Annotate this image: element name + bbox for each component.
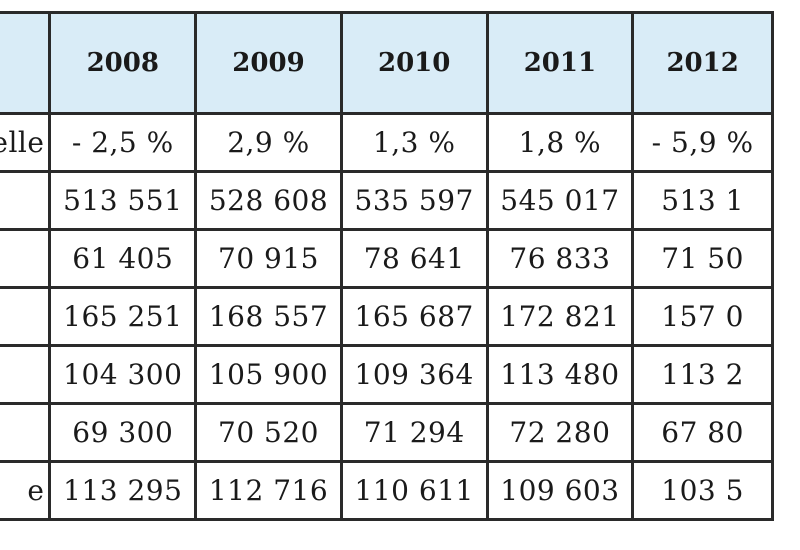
table-cell: 71 294 — [339, 402, 489, 463]
table-cell: 109 364 — [339, 344, 489, 405]
table-row: e 113 295 112 716 110 611 109 603 103 5 — [0, 460, 774, 521]
table-row: 165 251 168 557 165 687 172 821 157 0 — [0, 286, 774, 347]
row-label: e — [0, 460, 52, 521]
table-cell: 545 017 — [485, 170, 635, 231]
table-row: 69 300 70 520 71 294 72 280 67 80 — [0, 402, 774, 463]
table-cell: 513 551 — [48, 170, 198, 231]
table-cell: 61 405 — [48, 228, 198, 289]
table-cell: 67 80 — [631, 402, 774, 463]
table-cell: 70 520 — [194, 402, 343, 463]
table-cell: 70 915 — [194, 228, 343, 289]
table-cell: 105 900 — [194, 344, 343, 405]
table-cell: 103 5 — [631, 460, 774, 521]
table-cell: 112 716 — [194, 460, 343, 521]
table-cell: 72 280 — [485, 402, 635, 463]
table-cell: 165 251 — [48, 286, 198, 347]
table-cell: - 5,9 % — [631, 112, 774, 173]
header-row: 2008 2009 2010 2011 2012 — [0, 11, 774, 115]
year-header-2008: 2008 — [48, 11, 198, 115]
table-cell: 110 611 — [339, 460, 489, 521]
row-label — [0, 402, 52, 463]
header-corner — [0, 11, 52, 115]
table-cell: 168 557 — [194, 286, 343, 347]
table-cell: 113 480 — [485, 344, 635, 405]
table-row: 104 300 105 900 109 364 113 480 113 2 — [0, 344, 774, 405]
table-cell: 172 821 — [485, 286, 635, 347]
year-header-2010: 2010 — [339, 11, 489, 115]
table-cell: 109 603 — [485, 460, 635, 521]
data-table: 2008 2009 2010 2011 2012 elle - 2,5 % 2,… — [0, 11, 774, 521]
table-cell: 513 1 — [631, 170, 774, 231]
table-row: 61 405 70 915 78 641 76 833 71 50 — [0, 228, 774, 289]
row-label: elle — [0, 112, 52, 173]
table-cell: 113 295 — [48, 460, 198, 521]
table-cell: 113 2 — [631, 344, 774, 405]
table-row: 513 551 528 608 535 597 545 017 513 1 — [0, 170, 774, 231]
row-label — [0, 228, 52, 289]
row-label — [0, 170, 52, 231]
table-cell: 535 597 — [339, 170, 489, 231]
table-cell: 157 0 — [631, 286, 774, 347]
table-cell: 2,9 % — [194, 112, 343, 173]
table-cell: - 2,5 % — [48, 112, 198, 173]
table-row: elle - 2,5 % 2,9 % 1,3 % 1,8 % - 5,9 % — [0, 112, 774, 173]
table-cell: 165 687 — [339, 286, 489, 347]
table-cell: 76 833 — [485, 228, 635, 289]
table-cell: 1,3 % — [339, 112, 489, 173]
row-label — [0, 286, 52, 347]
table-cell: 78 641 — [339, 228, 489, 289]
row-label — [0, 344, 52, 405]
table-cell: 528 608 — [194, 170, 343, 231]
table-cell: 1,8 % — [485, 112, 635, 173]
year-header-2011: 2011 — [485, 11, 635, 115]
year-header-2012: 2012 — [631, 11, 774, 115]
year-header-2009: 2009 — [194, 11, 343, 115]
table-cell: 104 300 — [48, 344, 198, 405]
table-cell: 71 50 — [631, 228, 774, 289]
table-cell: 69 300 — [48, 402, 198, 463]
